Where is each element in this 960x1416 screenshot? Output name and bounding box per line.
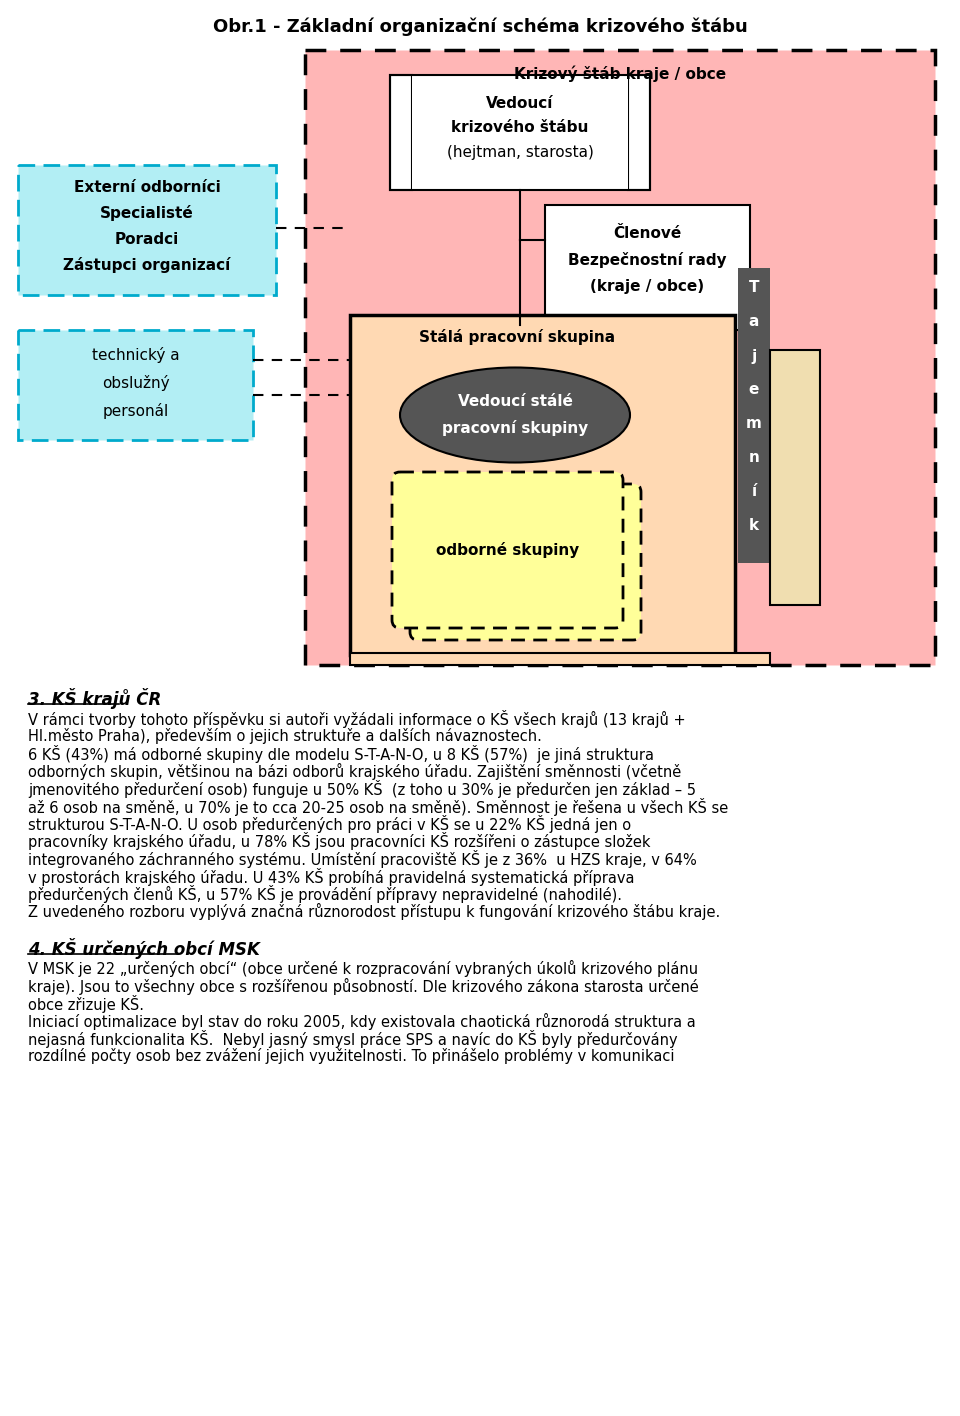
Text: až 6 osob na směně, u 70% je to cca 20-25 osob na směně). Směnnost je řešena u v: až 6 osob na směně, u 70% je to cca 20-2… — [28, 797, 729, 816]
Text: V MSK je 22 „určených obcí“ (obce určené k rozpracování vybraných úkolů krizovéh: V MSK je 22 „určených obcí“ (obce určené… — [28, 960, 698, 977]
Text: a: a — [749, 314, 759, 330]
Text: k: k — [749, 518, 759, 534]
FancyBboxPatch shape — [18, 330, 253, 440]
Text: předurčených členů KŠ, u 57% KŠ je provádění přípravy nepravidelné (nahodilé).: předurčených členů KŠ, u 57% KŠ je prová… — [28, 885, 622, 903]
FancyBboxPatch shape — [18, 166, 276, 295]
Text: 6 KŠ (43%) má odborné skupiny dle modelu S-T-A-N-O, u 8 KŠ (57%)  je jiná strukt: 6 KŠ (43%) má odborné skupiny dle modelu… — [28, 745, 654, 763]
Text: Vedoucí stálé: Vedoucí stálé — [458, 395, 572, 409]
FancyBboxPatch shape — [770, 350, 820, 605]
Text: 3. KŠ krajů ČR: 3. KŠ krajů ČR — [28, 688, 161, 709]
FancyBboxPatch shape — [305, 50, 935, 666]
FancyBboxPatch shape — [738, 268, 770, 564]
FancyBboxPatch shape — [410, 484, 641, 640]
FancyBboxPatch shape — [350, 314, 735, 656]
Text: Krizový štáb kraje / obce: Krizový štáb kraje / obce — [514, 65, 726, 82]
Text: Zástupci organizací: Zástupci organizací — [63, 256, 230, 273]
Text: Z uvedeného rozboru vyplývá značná různorodost přístupu k fungování krizového št: Z uvedeného rozboru vyplývá značná různo… — [28, 902, 720, 919]
FancyBboxPatch shape — [628, 75, 650, 190]
Text: m: m — [746, 416, 762, 432]
FancyBboxPatch shape — [350, 653, 770, 666]
Text: n: n — [749, 450, 759, 466]
Text: (kraje / obce): (kraje / obce) — [590, 279, 705, 295]
FancyBboxPatch shape — [390, 75, 412, 190]
Text: obce zřizuje KŠ.: obce zřizuje KŠ. — [28, 995, 144, 1012]
Text: strukturou S-T-A-N-O. U osob předurčených pro práci v KŠ se u 22% KŠ jedná jen o: strukturou S-T-A-N-O. U osob předurčenýc… — [28, 816, 631, 833]
Ellipse shape — [400, 368, 630, 463]
FancyBboxPatch shape — [412, 75, 628, 190]
Text: v prostorách krajského úřadu. U 43% KŠ probíhá pravidelná systematická příprava: v prostorách krajského úřadu. U 43% KŠ p… — [28, 868, 635, 885]
Text: obslužný: obslužný — [102, 375, 169, 391]
Text: jmenovitého předurčení osob) funguje u 50% KŠ  (z toho u 30% je předurčen jen zá: jmenovitého předurčení osob) funguje u 5… — [28, 780, 696, 799]
Text: nejasná funkcionalita KŠ.  Nebyl jasný smysl práce SPS a navíc do KŠ byly předur: nejasná funkcionalita KŠ. Nebyl jasný sm… — [28, 1029, 678, 1048]
Text: pracovní skupiny: pracovní skupiny — [442, 421, 588, 436]
Text: integrovaného záchranného systému. Umístění pracoviště KŠ je z 36%  u HZS kraje,: integrovaného záchranného systému. Umíst… — [28, 850, 697, 868]
Text: Členové: Členové — [613, 225, 682, 241]
Text: 4. KŠ určených obcí MSK: 4. KŠ určených obcí MSK — [28, 937, 260, 959]
Text: e: e — [749, 382, 759, 398]
Text: technický a: technický a — [92, 347, 180, 362]
Text: rozdílné počty osob bez zvážení jejich využitelnosti. To přinášelo problémy v ko: rozdílné počty osob bez zvážení jejich v… — [28, 1048, 675, 1063]
Text: odborných skupin, většinou na bázi odborů krajského úřadu. Zajištění směnnosti (: odborných skupin, většinou na bázi odbor… — [28, 762, 682, 780]
Text: Poradci: Poradci — [115, 231, 180, 246]
Text: krizového štábu: krizového štábu — [451, 120, 588, 136]
Text: personál: personál — [103, 404, 169, 419]
Text: Bezpečnostní rady: Bezpečnostní rady — [568, 252, 727, 268]
Text: (hejtman, starosta): (hejtman, starosta) — [446, 146, 593, 160]
Text: V rámci tvorby tohoto příspěvku si autoři vyžádali informace o KŠ všech krajů (1: V rámci tvorby tohoto příspěvku si autoř… — [28, 709, 685, 728]
Text: odborné skupiny: odborné skupiny — [436, 542, 579, 558]
Text: j: j — [752, 348, 756, 364]
Text: Stálá pracovní skupina: Stálá pracovní skupina — [420, 329, 615, 346]
Text: T: T — [749, 280, 759, 296]
Text: Obr.1 - Základní organizační schéma krizového štábu: Obr.1 - Základní organizační schéma kriz… — [212, 18, 748, 37]
Text: Vedoucí: Vedoucí — [487, 95, 554, 110]
Text: Hl.město Praha), především o jejich struktuře a dalších návaznostech.: Hl.město Praha), především o jejich stru… — [28, 728, 541, 743]
Text: Externí odborníci: Externí odborníci — [74, 180, 221, 194]
FancyBboxPatch shape — [545, 205, 750, 330]
Text: kraje). Jsou to všechny obce s rozšířenou působností. Dle krizového zákona staro: kraje). Jsou to všechny obce s rozšířeno… — [28, 977, 699, 994]
Text: pracovníky krajského úřadu, u 78% KŠ jsou pracovníci KŠ rozšířeni o zástupce slo: pracovníky krajského úřadu, u 78% KŠ jso… — [28, 833, 651, 851]
FancyBboxPatch shape — [392, 472, 623, 629]
Text: í: í — [752, 484, 756, 500]
Text: Specialisté: Specialisté — [100, 205, 194, 221]
Text: Iniciací optimalizace byl stav do roku 2005, kdy existovala chaotická různorodá : Iniciací optimalizace byl stav do roku 2… — [28, 1012, 696, 1029]
